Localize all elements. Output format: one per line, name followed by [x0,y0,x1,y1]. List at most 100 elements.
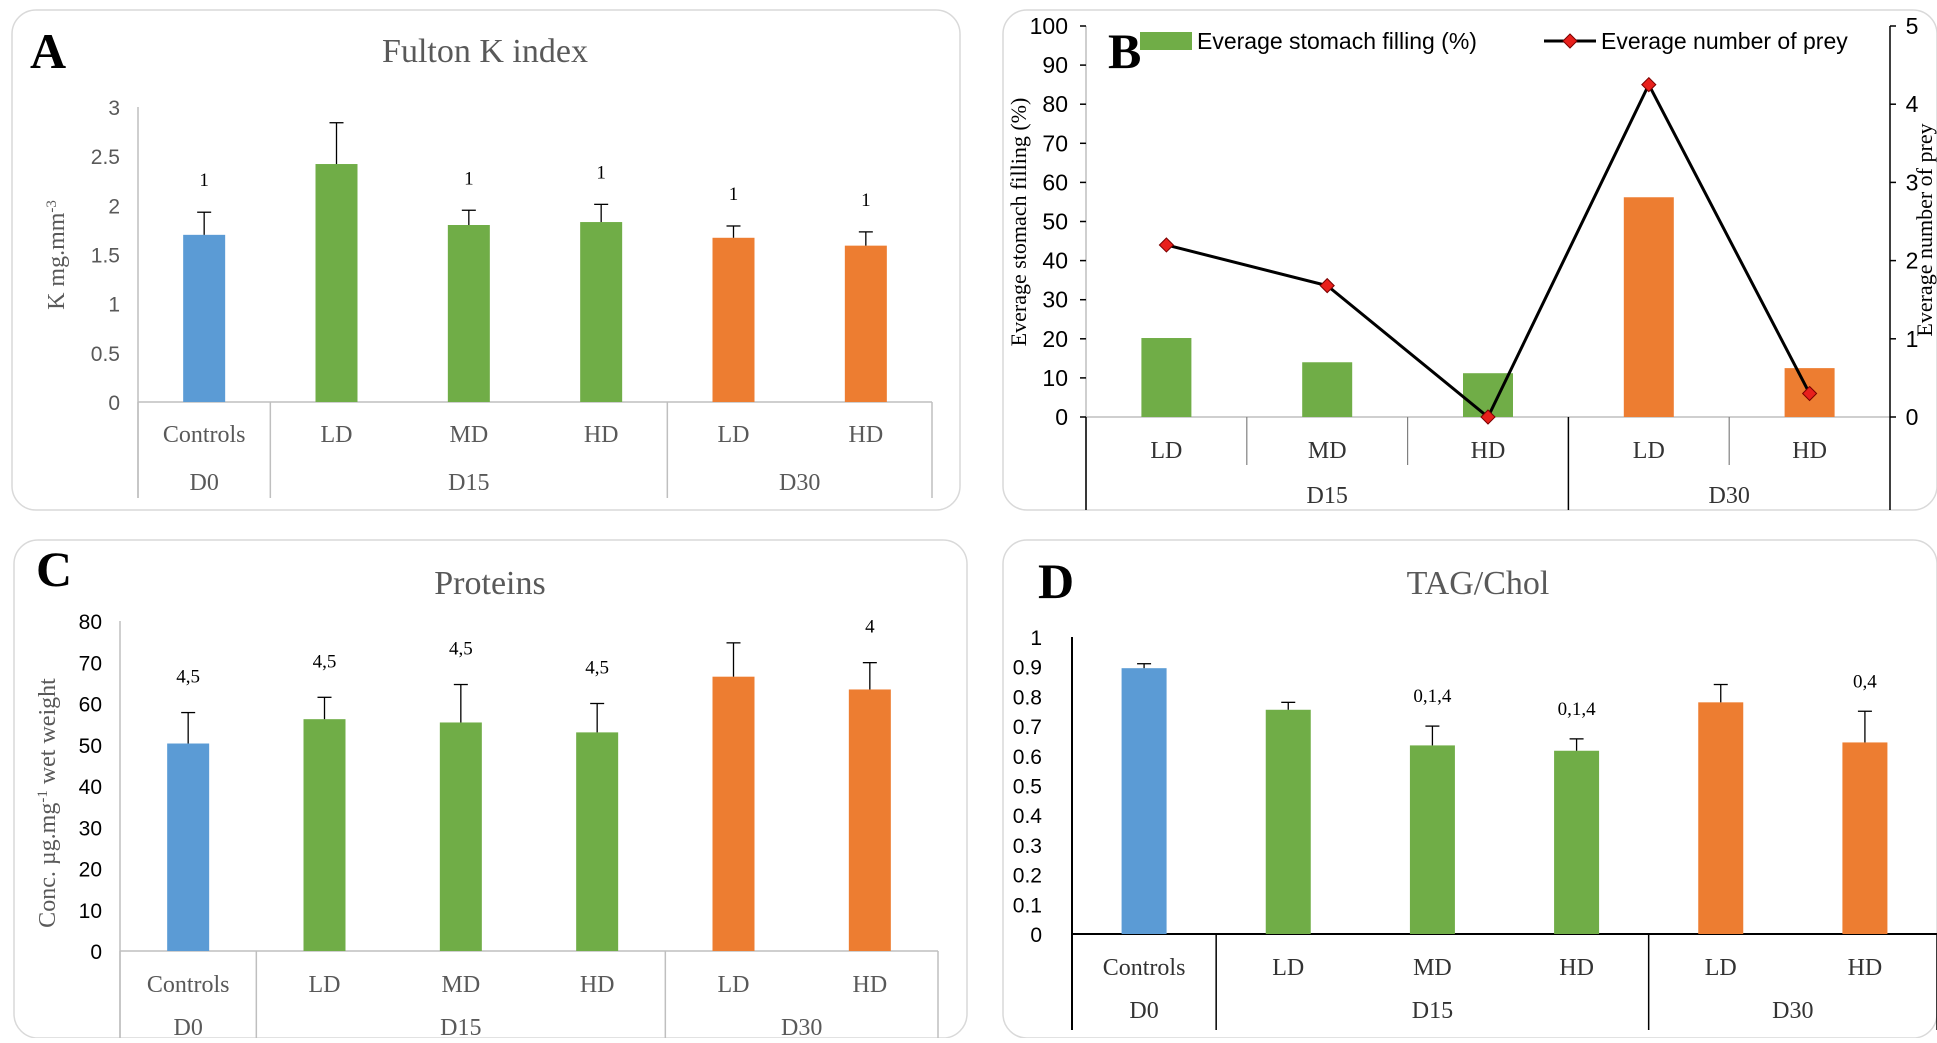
y2-tick-label: 4 [1906,91,1919,117]
y-tick-label: 0.2 [1013,865,1042,888]
bar [1623,197,1674,417]
y-tick-label: 80 [1042,91,1068,117]
y-tick-label: 10 [79,900,102,923]
category-label: HD [1559,955,1594,981]
y-tick-label: 1.5 [91,245,120,268]
category-label: MD [449,422,488,448]
y-tick-label: 0.1 [1013,894,1042,917]
group-label: D30 [1709,483,1750,509]
significance-label: 1 [729,184,739,205]
group-label: D30 [779,470,820,496]
panel-label: D [1038,553,1074,609]
panel-label: B [1108,23,1141,79]
y-tick-label: 0.4 [1013,805,1043,828]
y-axis-label-tail: wet weight [35,678,61,790]
y-axis-label-main: K mg.mm [44,212,70,310]
bar [303,719,346,951]
panel-c-proteins: C Proteins 0 10 20 30 40 50 60 70 80 Conc. µg.mg-1 … [13,539,968,1041]
bar [447,225,490,402]
legend-swatch-marker [1562,33,1578,49]
y-tick-label: 1 [1030,627,1042,650]
y-tick-label: 0.3 [1013,835,1042,858]
y-tick-label: 40 [1042,248,1068,274]
category-label: LD [309,972,341,998]
category-label: LD [718,972,750,998]
y-tick-label: 0 [108,392,120,415]
y-tick-label: 70 [79,652,102,675]
panel-frame [1002,9,1937,511]
significance-label: 0,1,4 [1558,699,1597,720]
significance-label: 4,5 [313,651,337,672]
category-label: LD [1705,955,1737,981]
category-label: HD [584,422,619,448]
bar [1842,742,1888,934]
significance-label: 4 [865,617,875,638]
panel-label: C [36,541,72,597]
category-label: HD [852,972,887,998]
panel-frame [13,539,968,1039]
chart-title: TAG/Chol [1407,565,1550,602]
group-label: D0 [1129,998,1158,1024]
bar [439,722,482,951]
legend-label-bar: Everage stomach filling (%) [1197,28,1477,54]
category-label: HD [1792,438,1827,464]
bar [1302,362,1353,417]
bar [844,245,887,402]
category-label: HD [848,422,883,448]
chart-title: Proteins [434,565,545,602]
y-tick-label: 80 [79,611,102,634]
bar [1121,668,1167,934]
category-label: MD [441,972,480,998]
significance-label: 4,5 [176,667,200,688]
category-label: LD [718,422,750,448]
category-label: Controls [163,422,246,448]
significance-label: 1 [464,168,474,189]
group-label: D0 [173,1015,202,1038]
bar [1409,745,1455,934]
bar [183,234,226,402]
significance-label: 4,5 [585,658,609,679]
prey-marker [1641,76,1657,93]
y-tick-label: 0.9 [1013,657,1042,680]
y-tick-label: 60 [1042,169,1068,195]
significance-label: 1 [596,162,606,183]
category-label: HD [1471,438,1506,464]
y-tick-label: 10 [1042,365,1068,391]
group-label: D30 [781,1015,822,1038]
significance-label: 0,4 [1853,671,1877,692]
y-axis-label: Conc. µg.mg-1 wet weight [35,678,61,928]
y-axis-label: K mg.mm-3 [44,200,70,310]
bar [712,676,755,951]
category-label: Controls [1103,955,1186,981]
y-tick-label: 100 [1030,13,1068,39]
y-tick-label: 0.8 [1013,686,1042,709]
prey-marker [1801,385,1818,402]
y2-tick-label: 2 [1906,248,1919,274]
bar [1554,750,1600,934]
bar [580,222,623,402]
category-label: LD [1150,438,1182,464]
y2-tick-label: 5 [1906,13,1919,39]
y-tick-label: 0.5 [1013,776,1042,799]
y-tick-label: 0.7 [1013,716,1042,739]
y2-tick-label: 1 [1906,326,1919,352]
legend-swatch-bar [1140,32,1192,50]
y-tick-label: 90 [1042,52,1068,78]
y-tick-label: 20 [1042,326,1068,352]
y-axis-label-superscript: -1 [35,790,51,803]
y-tick-label: 20 [79,859,102,882]
panel-d-tag-chol: D TAG/Chol 0 0.1 0.2 0.3 0.4 0.5 0.6 0.7 0.8 0.9 1 0,… [1002,539,1937,1039]
y-tick-label: 40 [79,776,102,799]
category-label: MD [1308,438,1347,464]
y-tick-label: 1 [108,294,120,317]
category-label: HD [1848,955,1883,981]
significance-label: 4,5 [449,639,473,660]
y-tick-label: 60 [79,694,102,717]
category-label: LD [1633,438,1665,464]
bar [576,732,619,951]
y-tick-label: 70 [1042,130,1068,156]
y2-tick-label: 0 [1906,404,1919,430]
y-tick-label: 0.6 [1013,746,1042,769]
panel-a-fulton-k-index: A Fulton K index 0 0.5 1 1.5 2 2.5 3 K mg.mm-3 1 1 1… [11,9,961,511]
